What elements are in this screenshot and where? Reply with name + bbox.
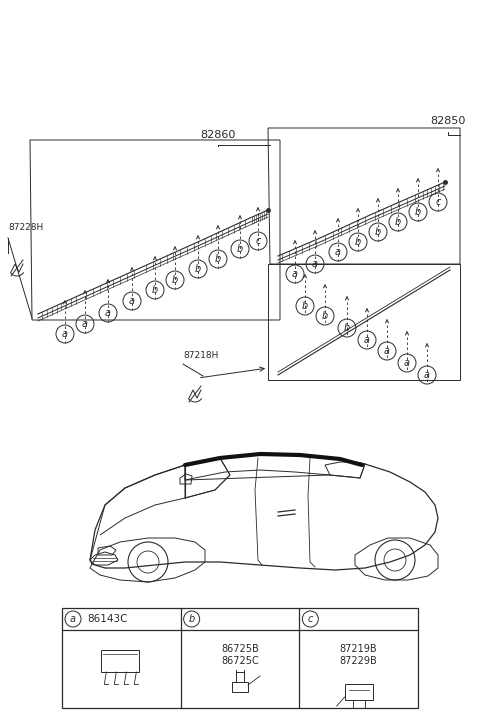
Text: 82850: 82850 (430, 116, 466, 126)
Text: c: c (308, 614, 313, 624)
Text: a: a (335, 247, 341, 257)
Text: a: a (424, 370, 430, 380)
Text: a: a (312, 259, 318, 269)
Text: c: c (435, 197, 441, 207)
Text: a: a (404, 358, 410, 368)
Text: 86725B
86725C: 86725B 86725C (221, 644, 259, 665)
Text: a: a (129, 296, 135, 306)
Text: a: a (364, 335, 370, 345)
Text: a: a (62, 329, 68, 339)
Text: a: a (82, 319, 88, 329)
Text: a: a (384, 346, 390, 356)
Text: b: b (195, 264, 201, 274)
Text: c: c (255, 236, 261, 246)
Text: 87228H: 87228H (8, 223, 43, 233)
Text: b: b (355, 237, 361, 247)
Text: b: b (215, 254, 221, 264)
Text: b: b (344, 323, 350, 333)
Text: 86143C: 86143C (87, 614, 128, 624)
Text: 82860: 82860 (200, 130, 236, 140)
Text: 87218H: 87218H (183, 351, 218, 361)
Text: b: b (395, 217, 401, 227)
Text: b: b (322, 311, 328, 321)
Text: a: a (105, 308, 111, 318)
Text: b: b (152, 285, 158, 295)
Text: b: b (237, 244, 243, 254)
Text: b: b (189, 614, 195, 624)
Text: a: a (70, 614, 76, 624)
Text: b: b (172, 275, 178, 285)
Text: a: a (292, 269, 298, 279)
Text: b: b (302, 301, 308, 311)
Text: b: b (375, 227, 381, 237)
Text: 87219B
87229B: 87219B 87229B (340, 644, 378, 665)
Text: b: b (415, 207, 421, 217)
